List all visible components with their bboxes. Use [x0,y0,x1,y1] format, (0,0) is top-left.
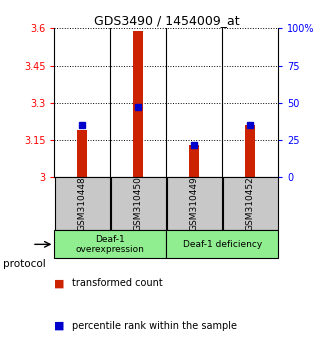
FancyBboxPatch shape [166,230,278,258]
FancyBboxPatch shape [111,177,166,230]
Bar [189,145,199,177]
Text: Deaf-1
overexpression: Deaf-1 overexpression [76,235,145,254]
Title: GDS3490 / 1454009_at: GDS3490 / 1454009_at [93,14,239,27]
Bar [133,31,143,177]
Text: ■: ■ [54,278,65,288]
Text: percentile rank within the sample: percentile rank within the sample [72,321,237,331]
Bar [77,130,87,177]
FancyBboxPatch shape [54,230,166,258]
FancyBboxPatch shape [55,177,110,230]
Text: transformed count: transformed count [72,278,163,288]
Text: protocol: protocol [3,259,46,269]
FancyBboxPatch shape [223,177,278,230]
Text: GSM310450: GSM310450 [134,176,143,231]
Text: GSM310448: GSM310448 [78,176,87,231]
Text: GSM310452: GSM310452 [246,176,255,231]
Text: GSM310449: GSM310449 [190,176,199,231]
Text: Deaf-1 deficiency: Deaf-1 deficiency [183,240,262,249]
Text: ■: ■ [54,321,65,331]
Bar [245,125,255,177]
FancyBboxPatch shape [167,177,222,230]
